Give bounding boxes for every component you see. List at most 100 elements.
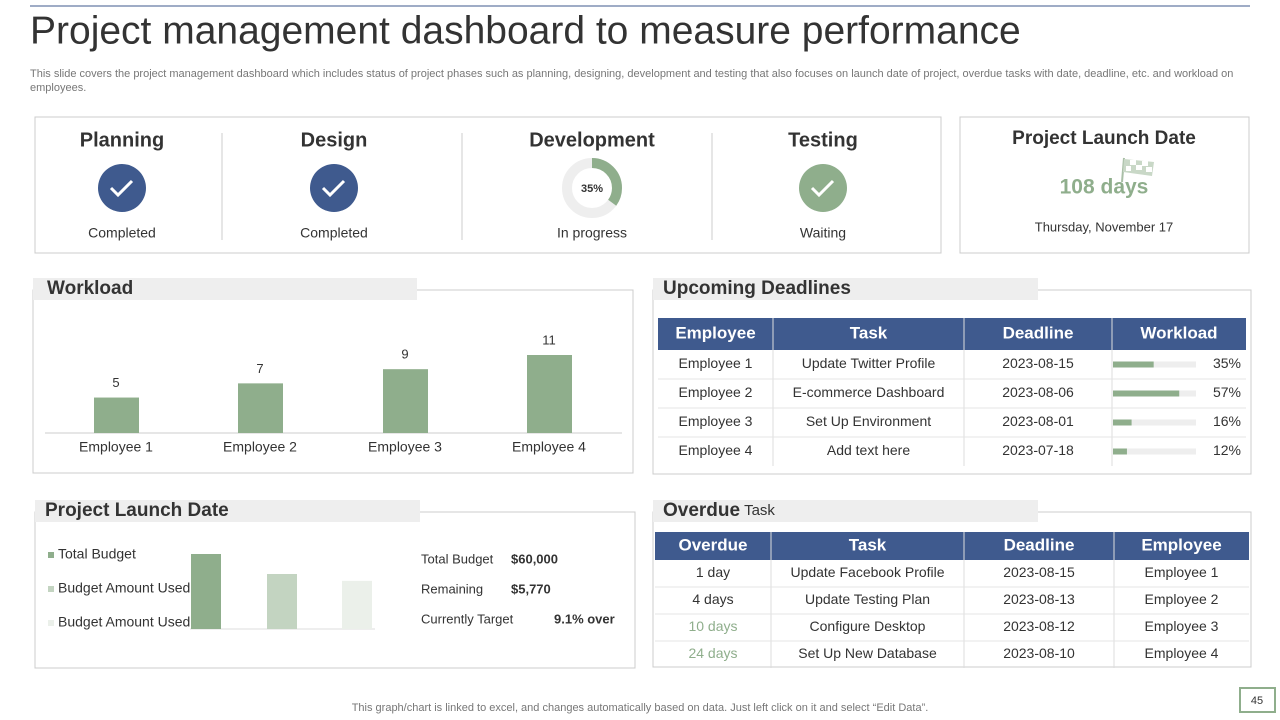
data-label: 7 [256,361,263,376]
launch-date: Thursday, November 17 [1035,219,1174,234]
page-number-box [1239,687,1276,713]
launch-box [959,116,1250,254]
table-cell: Employee 4 [1145,645,1219,661]
panel-title: Project Launch Date [45,500,229,521]
table-cell: 2023-08-12 [1003,618,1075,634]
table-cell: 2023-08-01 [1002,413,1074,429]
subtitle: This slide covers the project management… [30,68,1234,94]
workload-track [1113,419,1196,426]
launch-title: Project Launch Date [1012,128,1196,149]
phase-name: Planning [80,129,164,151]
table-cell: Update Facebook Profile [790,564,944,580]
table-cell: Update Testing Plan [805,591,930,607]
table-cell: Employee 4 [679,442,753,458]
phases-box [34,116,942,254]
summary-label: Currently Target [421,611,514,626]
status-icon [799,164,847,212]
status-icon [98,164,146,212]
workload-label: 16% [1213,413,1241,429]
phase-status: Waiting [800,225,846,241]
x-tick-label: Employee 2 [223,439,297,455]
table-cell: 1 day [696,564,730,580]
table-cell: 2023-07-18 [1002,442,1074,458]
column-header: Deadline [1004,535,1075,554]
bar [267,574,297,629]
table-cell: 2023-08-15 [1002,355,1074,371]
panel-title: Workload [47,278,133,299]
table-header [655,532,1249,560]
workload-track [1113,448,1196,455]
summary-label: Total Budget [421,551,494,566]
workload-bar [1113,419,1132,426]
phase-name: Testing [788,129,858,151]
table-cell: 2023-08-10 [1003,645,1075,661]
data-label: 11 [542,332,556,347]
panel-title-main: Overdue [663,500,740,521]
table-cell: 24 days [688,645,737,661]
table-cell: 2023-08-13 [1003,591,1075,607]
table-cell: Employee 1 [679,355,753,371]
table-cell: Employee 2 [679,384,753,400]
status-icon [310,164,358,212]
bar [191,554,221,629]
column-header: Task [849,535,887,554]
check-mark [109,179,134,198]
workload-track [1113,361,1196,368]
workload-bar [1113,448,1127,455]
x-tick-label: Employee 4 [512,439,586,455]
summary-value: $60,000 [511,551,558,566]
check-mark [810,179,835,198]
phase-status: Completed [88,225,156,241]
legend-label: Total Budget [58,546,136,562]
overdue-header [653,500,1038,522]
table-cell: 10 days [688,618,737,634]
deadlines-header [653,278,1038,300]
summary-label: Remaining [421,581,483,596]
panel-title: Upcoming Deadlines [663,278,851,299]
panel-title: Overdue Task [663,500,775,521]
flag-icon [1121,157,1154,183]
table-cell: Employee 3 [679,413,753,429]
column-header: Deadline [1003,323,1074,342]
table-cell: Employee 1 [1145,564,1219,580]
phase-name: Development [529,129,655,151]
bar [527,355,572,433]
table-cell: Add text here [827,442,910,458]
table-cell: 2023-08-06 [1002,384,1074,400]
workload-label: 35% [1213,355,1241,371]
workload-label: 12% [1213,442,1241,458]
bar [342,580,372,629]
summary-value: 9.1% over [554,611,615,626]
budget-header [35,500,420,522]
legend-label: Budget Amount Used [58,614,190,630]
legend-label: Budget Amount Used [58,580,190,596]
column-header: Overdue [679,535,748,554]
page-number: 45 [1251,695,1263,707]
data-label: 9 [401,347,408,362]
legend-swatch [48,620,54,626]
column-header: Employee [1141,535,1221,554]
workload-bar [1113,390,1180,397]
table-cell: E-commerce Dashboard [793,384,945,400]
column-header: Task [850,323,888,342]
bar [383,369,428,433]
footer-note: This graph/chart is linked to excel, and… [352,702,929,714]
table-header [658,318,1246,350]
table-cell: Employee 3 [1145,618,1219,634]
workload-label: 57% [1213,384,1241,400]
legend-swatch [48,552,54,558]
data-label: 5 [112,375,119,390]
table-cell: Update Twitter Profile [802,355,936,371]
x-tick-label: Employee 3 [368,439,442,455]
x-tick-label: Employee 1 [79,439,153,455]
bar [94,397,139,433]
page-title: Project management dashboard to measure … [30,9,1021,52]
table-cell: Set Up New Database [798,645,937,661]
table-cell: Configure Desktop [810,618,926,634]
table-cell: Employee 2 [1145,591,1219,607]
legend-swatch [48,586,54,592]
progress-label: 35% [581,183,603,195]
column-header: Employee [675,323,755,342]
